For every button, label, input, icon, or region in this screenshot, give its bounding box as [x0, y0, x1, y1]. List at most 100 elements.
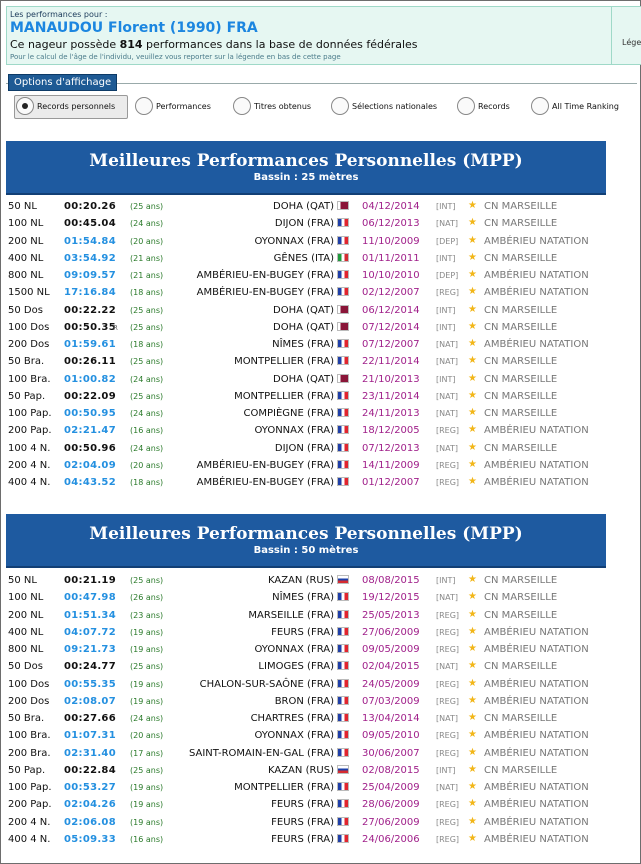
time-link[interactable]: 00:53.27 — [64, 782, 116, 793]
country-flag-icon — [337, 373, 349, 383]
club-name: CN MARSEILLE — [484, 390, 558, 402]
time-link[interactable]: 02:04.26 — [64, 799, 116, 811]
meet-date-link[interactable]: 25/05/2013 — [362, 609, 420, 621]
time-link[interactable]: 00:22.84 — [64, 764, 116, 776]
meet-date-link[interactable]: 21/10/2013 — [362, 373, 420, 385]
meet-date-link[interactable]: 06/12/2014 — [362, 304, 420, 316]
option-selections[interactable]: Sélections nationales — [331, 95, 437, 117]
time-link[interactable]: 04:07.72 — [64, 626, 116, 638]
meet-date-link[interactable]: 28/06/2009 — [362, 799, 420, 811]
age: (25 ans) — [130, 322, 164, 332]
table-row: 50 Pap. 00:22.09 (25 ans) MONTPELLIER (FRA)… — [6, 388, 606, 405]
meet-date-link[interactable]: 09/05/2010 — [362, 730, 420, 742]
count-suffix: performances dans la base de données féd… — [142, 38, 418, 51]
time-link[interactable]: 00:50.96 — [64, 442, 116, 454]
meet-date-link[interactable]: 07/03/2009 — [362, 695, 420, 707]
meet-date-link[interactable]: 07/12/2007 — [362, 339, 420, 350]
time-link[interactable]: 02:06.08 — [64, 816, 116, 828]
radio-icon[interactable] — [457, 97, 475, 115]
age: (20 ans) — [130, 460, 164, 470]
option-records[interactable]: Records — [457, 95, 510, 117]
meet-date-link[interactable]: 04/12/2014 — [362, 201, 420, 212]
time-link[interactable]: 17:16.84 — [64, 287, 116, 299]
time-link[interactable]: 00:26.11 — [64, 356, 116, 368]
city: OYONNAX — [254, 730, 304, 742]
time-link[interactable]: 00:21.19 — [64, 575, 116, 586]
age: (19 ans) — [130, 800, 164, 810]
event: 100 Pap. — [8, 782, 52, 793]
meet-date-link[interactable]: 01/12/2007 — [362, 477, 420, 488]
time-link[interactable]: 00:50.35 — [64, 321, 116, 333]
option-all-time-ranking[interactable]: All Time Ranking — [531, 95, 619, 117]
meet-date-link[interactable]: 14/11/2009 — [362, 459, 420, 471]
meet-date-link[interactable]: 13/04/2014 — [362, 713, 420, 724]
radio-icon[interactable] — [331, 97, 349, 115]
age: (19 ans) — [130, 696, 164, 706]
meet-date-link[interactable]: 24/05/2009 — [362, 678, 420, 690]
city: DOHA — [273, 201, 303, 212]
time-link[interactable]: 02:31.40 — [64, 747, 116, 759]
time-link[interactable]: 01:54.84 — [64, 235, 116, 247]
time-link[interactable]: 00:22.22 — [64, 304, 116, 316]
time-link[interactable]: 01:51.34 — [64, 609, 116, 621]
age: (19 ans) — [130, 817, 164, 827]
meet-date-link[interactable]: 22/11/2014 — [362, 356, 420, 368]
country: (FRA) — [307, 661, 334, 673]
time-link[interactable]: 05:09.33 — [64, 833, 116, 845]
meet-date-link[interactable]: 10/10/2010 — [362, 270, 420, 281]
legend-link[interactable]: Légende — [622, 38, 641, 47]
meet-date-link[interactable]: 18/12/2005 — [362, 425, 420, 437]
time-link[interactable]: 02:21.47 — [64, 425, 116, 437]
section-subtitle: Bassin : 50 mètres — [253, 545, 359, 556]
meet-date-link[interactable]: 08/08/2015 — [362, 575, 420, 586]
time-link[interactable]: 00:45.04 — [64, 218, 116, 230]
meet-date-link[interactable]: 23/11/2014 — [362, 390, 420, 402]
time-link[interactable]: 00:24.77 — [64, 661, 116, 673]
country: (FRA) — [307, 833, 334, 845]
radio-icon[interactable] — [135, 97, 153, 115]
meet-level: [NAT] — [436, 391, 458, 401]
time-link[interactable]: 02:04.09 — [64, 459, 116, 471]
country-flag-icon — [337, 816, 349, 826]
time-link[interactable]: 09:09.57 — [64, 270, 116, 281]
country: (FRA) — [307, 644, 334, 655]
meet-date-link[interactable]: 30/06/2007 — [362, 747, 420, 759]
club-name: CN MARSEILLE — [484, 575, 558, 586]
meet-date-link[interactable]: 02/08/2015 — [362, 764, 420, 776]
meet-date-link[interactable]: 06/12/2013 — [362, 218, 420, 230]
meet-date-link[interactable]: 24/11/2013 — [362, 408, 420, 419]
meet-date-link[interactable]: 27/06/2009 — [362, 816, 420, 828]
meet-level: [INT] — [436, 576, 456, 585]
meet-date-link[interactable]: 24/06/2006 — [362, 833, 420, 845]
meet-date-link[interactable]: 02/12/2007 — [362, 287, 420, 299]
option-performances[interactable]: Performances — [135, 95, 211, 117]
radio-icon[interactable] — [531, 97, 549, 115]
option-titres[interactable]: Titres obtenus — [233, 95, 311, 117]
time-link[interactable]: 00:55.35 — [64, 678, 116, 690]
meet-date-link[interactable]: 09/05/2009 — [362, 644, 420, 655]
radio-icon[interactable] — [16, 97, 34, 115]
meet-date-link[interactable]: 02/04/2015 — [362, 661, 420, 673]
time-link[interactable]: 00:47.98 — [64, 592, 116, 604]
meet-date-link[interactable]: 25/04/2009 — [362, 782, 420, 793]
time-link[interactable]: 00:22.09 — [64, 390, 116, 402]
time-link[interactable]: 01:07.31 — [64, 730, 116, 742]
time-link[interactable]: 02:08.07 — [64, 695, 116, 707]
time-link[interactable]: 01:00.82 — [64, 373, 116, 385]
time-link[interactable]: 01:59.61 — [64, 339, 116, 350]
meet-date-link[interactable]: 07/12/2013 — [362, 442, 420, 454]
time-link[interactable]: 04:43.52 — [64, 477, 116, 488]
time-link[interactable]: 03:54.92 — [64, 252, 116, 264]
meet-date-link[interactable]: 19/12/2015 — [362, 592, 420, 604]
option-records-personnels[interactable]: Records personnels — [16, 95, 115, 117]
meet-date-link[interactable]: 01/11/2011 — [362, 252, 420, 264]
meet-date-link[interactable]: 11/10/2009 — [362, 235, 420, 247]
star-icon: ★ — [468, 407, 477, 418]
time-link[interactable]: 00:20.26 — [64, 201, 116, 212]
time-link[interactable]: 09:21.73 — [64, 644, 116, 655]
radio-icon[interactable] — [233, 97, 251, 115]
meet-date-link[interactable]: 27/06/2009 — [362, 626, 420, 638]
meet-date-link[interactable]: 07/12/2014 — [362, 321, 420, 333]
time-link[interactable]: 00:27.66 — [64, 713, 116, 724]
time-link[interactable]: 00:50.95 — [64, 408, 116, 419]
